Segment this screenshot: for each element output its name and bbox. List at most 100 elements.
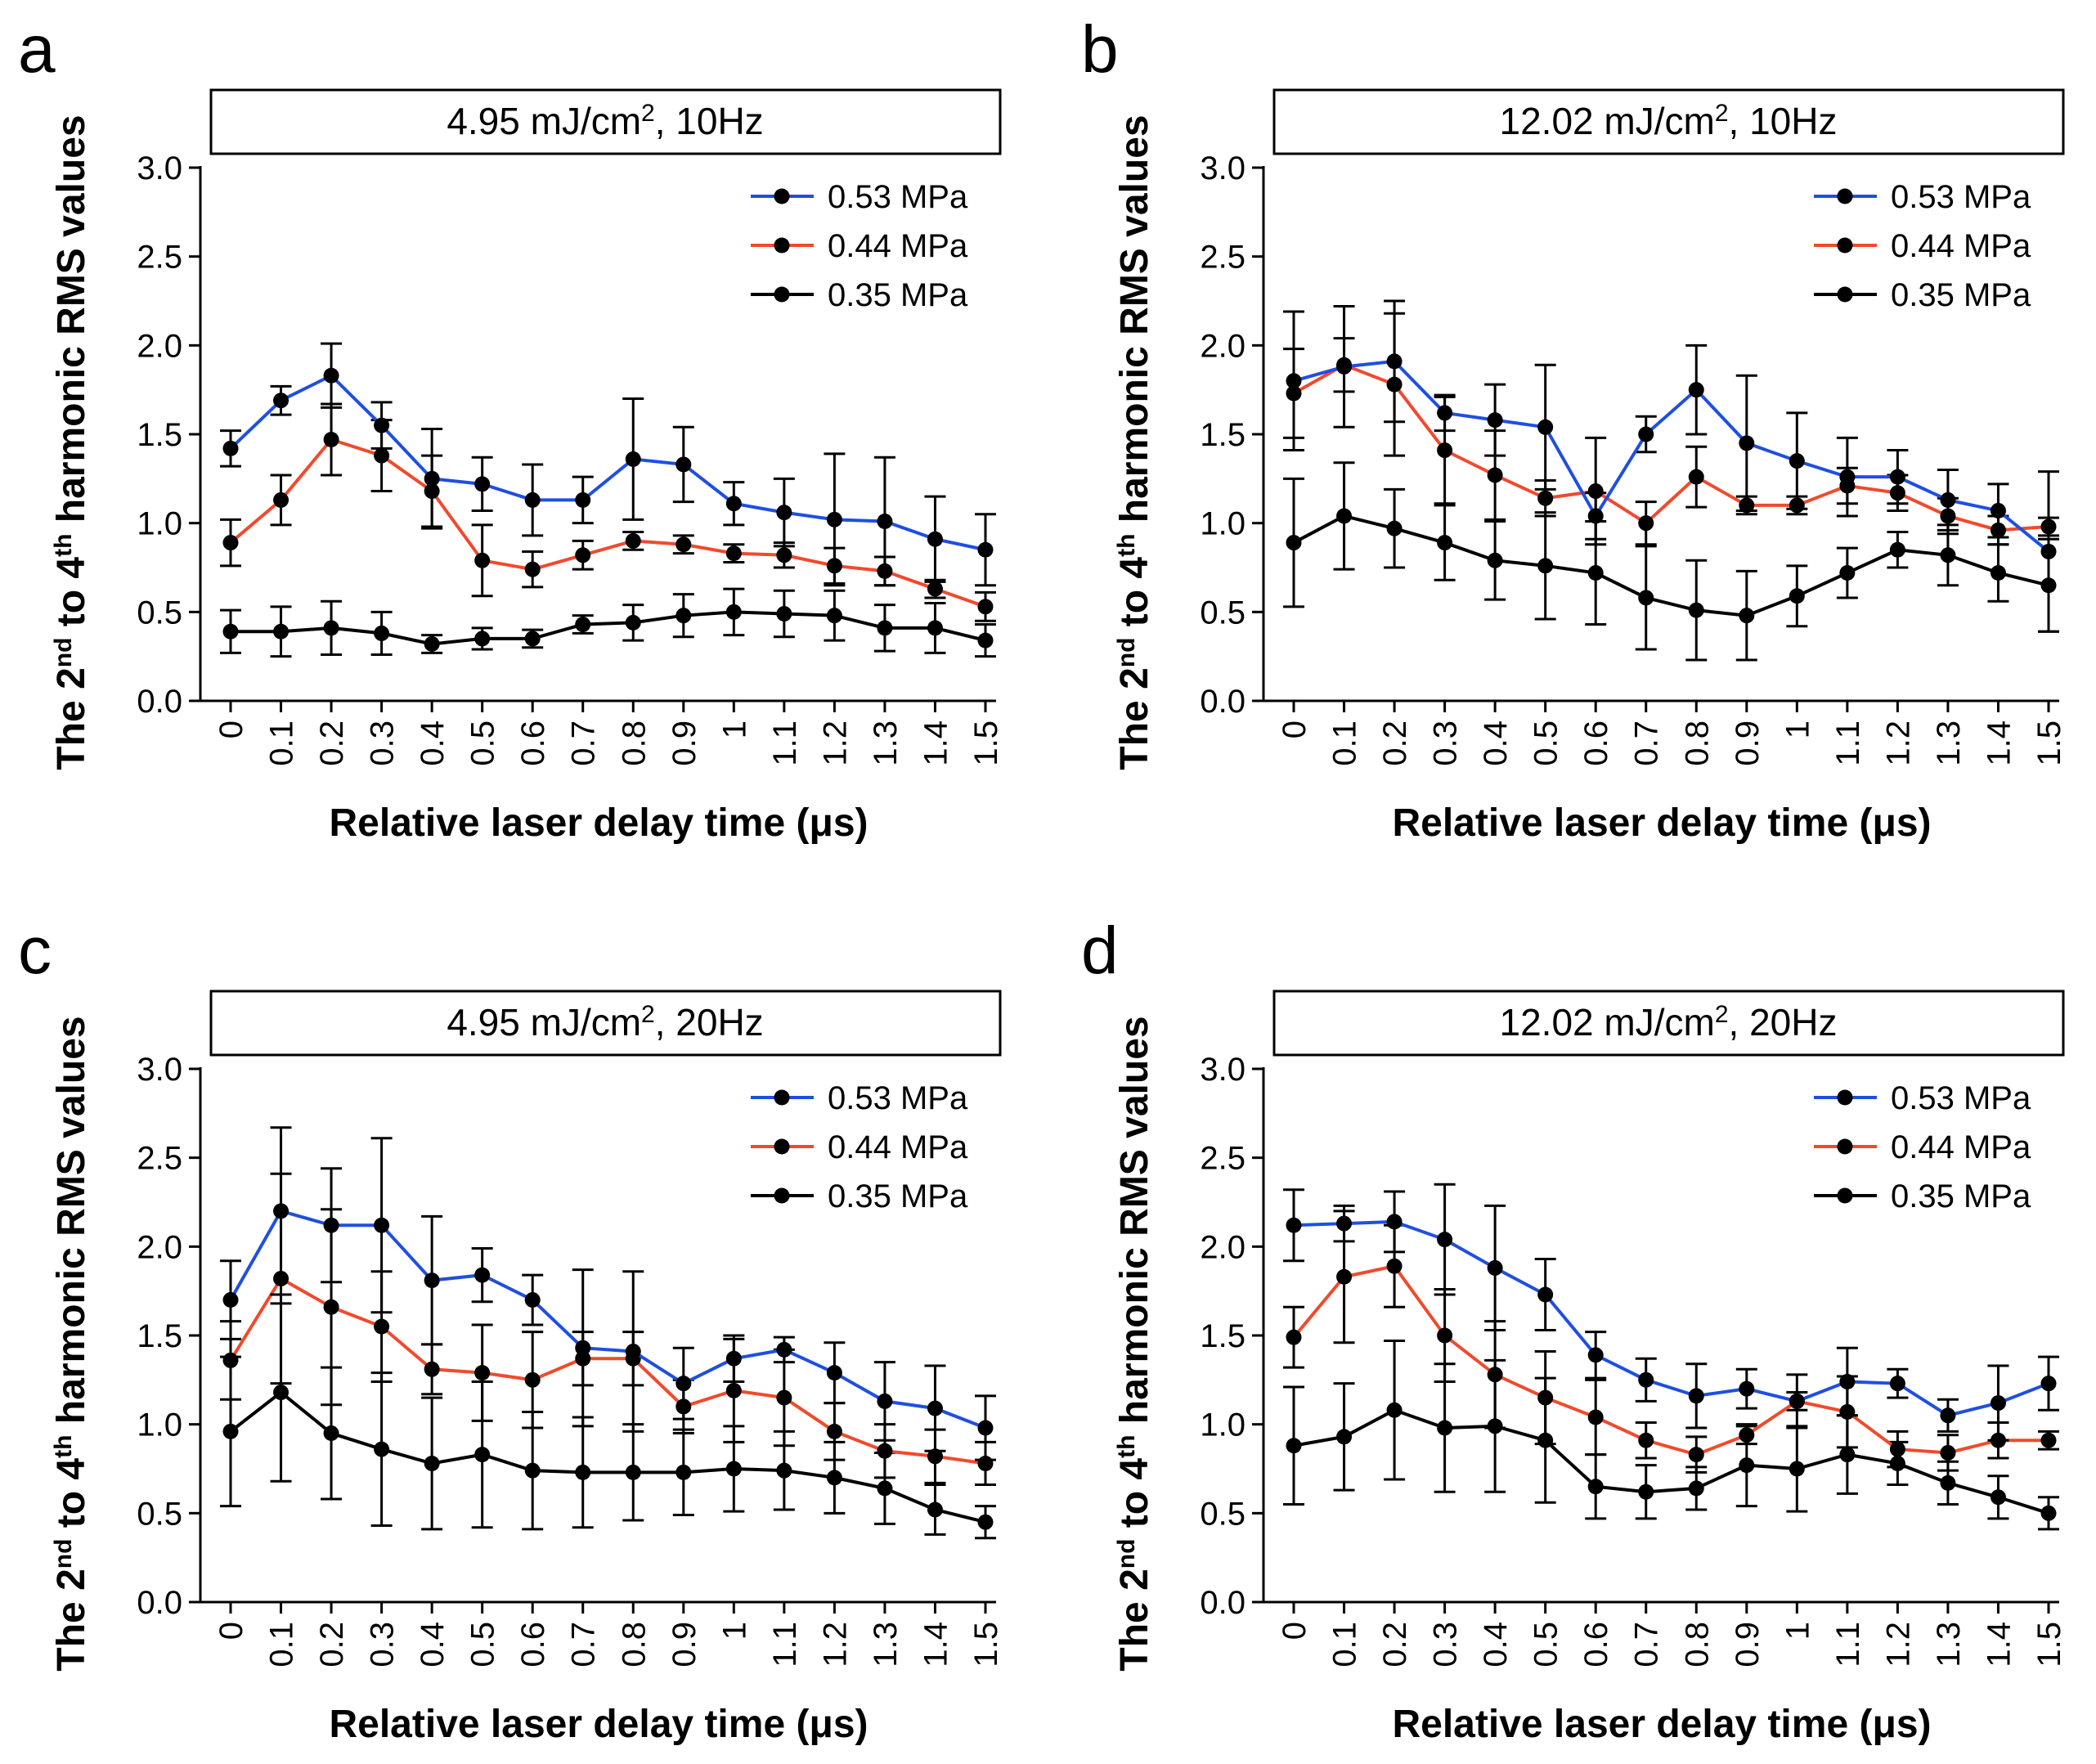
data-point	[1587, 508, 1604, 524]
data-point	[575, 491, 591, 508]
data-point	[776, 1462, 792, 1479]
x-tick-label: 0.6	[515, 720, 551, 766]
data-point	[1990, 1395, 2006, 1412]
x-tick-label: 0.7	[1629, 1622, 1665, 1667]
data-point	[1789, 453, 1805, 469]
data-point	[273, 393, 289, 409]
legend-label: 0.44 MPa	[828, 228, 968, 264]
x-tick-label: 0.7	[566, 1622, 602, 1667]
data-point	[977, 599, 994, 615]
y-tick-label: 2.5	[137, 240, 182, 276]
y-tick-label: 1.0	[137, 1407, 182, 1443]
legend-marker	[1837, 286, 1853, 303]
data-point	[625, 532, 641, 549]
x-tick-label: 1.3	[1931, 1622, 1967, 1667]
x-tick-label: 0.3	[1428, 720, 1464, 766]
legend-marker	[1837, 237, 1853, 254]
title-tail: , 10Hz	[1729, 100, 1838, 142]
title-box	[209, 990, 1002, 1057]
ylabel-part: harmonic RMS values	[50, 114, 93, 533]
series-0-35-mpa	[1283, 461, 2059, 662]
data-point	[323, 432, 339, 448]
y-tick-label: 2.5	[137, 1141, 182, 1177]
x-tick-label: 0	[213, 1622, 249, 1640]
data-point	[1286, 1438, 1302, 1454]
data-point	[1537, 490, 1554, 506]
data-point	[977, 1420, 994, 1436]
x-tick-label: 0.1	[264, 1622, 300, 1667]
data-point	[424, 1361, 440, 1377]
ylabel-superscript: th	[50, 1435, 77, 1458]
data-point	[424, 1273, 440, 1289]
legend-label: 0.35 MPa	[1891, 1178, 2031, 1214]
chart-panel-c: c 4.95 mJ/cm2, 20Hz 0.0 0.5 1.0 1.5 2.0 2.5 3.0 0…	[18, 913, 1004, 1746]
series-line	[1293, 363, 2049, 532]
y-tick-label: 3.0	[1200, 150, 1245, 186]
x-tick-label: 1.2	[817, 720, 853, 766]
data-point	[524, 631, 541, 647]
data-point	[474, 1447, 491, 1463]
data-point	[575, 1340, 591, 1356]
data-point	[1487, 552, 1503, 568]
data-point	[1336, 508, 1353, 524]
chart-title: 12.02 mJ/cm2, 10Hz	[1500, 100, 1838, 143]
chart-panel-d: d 12.02 mJ/cm2, 20Hz 0.0 0.5 1.0 1.5 2.0 2.5 3.0…	[1081, 913, 2067, 1746]
y-tick-label: 0.0	[137, 684, 182, 720]
data-point	[977, 1514, 994, 1530]
data-point	[625, 1464, 641, 1480]
legend-marker	[774, 188, 790, 204]
legend-label: 0.35 MPa	[828, 277, 968, 313]
data-point	[222, 1352, 239, 1368]
data-point	[927, 531, 943, 547]
data-point	[374, 417, 390, 433]
title-tail: , 10Hz	[655, 100, 764, 142]
x-tick-label: 0.9	[1730, 720, 1766, 766]
legend-marker	[1837, 1089, 1853, 1106]
data-point	[877, 1393, 893, 1409]
data-point	[1286, 1217, 1302, 1233]
data-point	[474, 552, 491, 568]
data-point	[1889, 469, 1905, 485]
data-point	[1437, 1232, 1453, 1248]
data-point	[323, 1425, 339, 1442]
series-line	[1293, 359, 2050, 553]
series-0-53-mpa	[220, 1126, 996, 1461]
data-point	[1537, 419, 1554, 435]
ylabel-part: harmonic RMS values	[1113, 1016, 1156, 1434]
chart-panel-b: b 12.02 mJ/cm2, 10Hz 0.0 0.5 1.0 1.5 2.0 2.5 3.0…	[1081, 12, 2067, 845]
data-point	[1889, 541, 1905, 558]
x-axis-title: Relative laser delay time (μs)	[329, 801, 868, 845]
ylabel-superscript: nd	[1113, 638, 1140, 668]
data-point	[524, 1462, 541, 1479]
legend-label: 0.35 MPa	[1891, 277, 2031, 313]
ylabel-part: The 2	[50, 1569, 93, 1671]
ylabel-part: harmonic RMS values	[1113, 114, 1156, 533]
data-point	[374, 625, 390, 641]
title-box	[209, 88, 1002, 155]
data-point	[1587, 1347, 1604, 1363]
series-line	[1293, 1219, 2049, 1417]
legend-marker	[1837, 1187, 1853, 1204]
y-tick-label: 0.0	[137, 1585, 182, 1621]
series-line	[1293, 1408, 2049, 1515]
series-0-35-mpa	[220, 587, 996, 658]
data-point	[575, 1464, 591, 1480]
data-point	[1990, 502, 2006, 518]
ylabel-superscript: nd	[50, 1539, 77, 1569]
x-tick-label: 0.2	[1377, 1622, 1413, 1667]
y-tick-label: 0.5	[137, 595, 182, 631]
x-tick-label: 0.7	[566, 720, 602, 766]
data-point	[1537, 558, 1554, 574]
y-tick-label: 0.5	[1200, 1496, 1245, 1532]
x-tick-label: 1	[716, 1622, 752, 1640]
x-tick-label: 0.6	[515, 1622, 551, 1667]
x-tick-label: 1.3	[1931, 720, 1967, 766]
x-tick-label: 1.4	[918, 720, 954, 766]
data-point	[474, 1365, 491, 1381]
x-tick-label: 0.5	[1528, 1622, 1564, 1667]
x-tick-label: 1.3	[868, 720, 904, 766]
data-point	[474, 631, 491, 647]
data-point	[273, 623, 289, 640]
chart-title: 4.95 mJ/cm2, 10Hz	[447, 100, 763, 143]
